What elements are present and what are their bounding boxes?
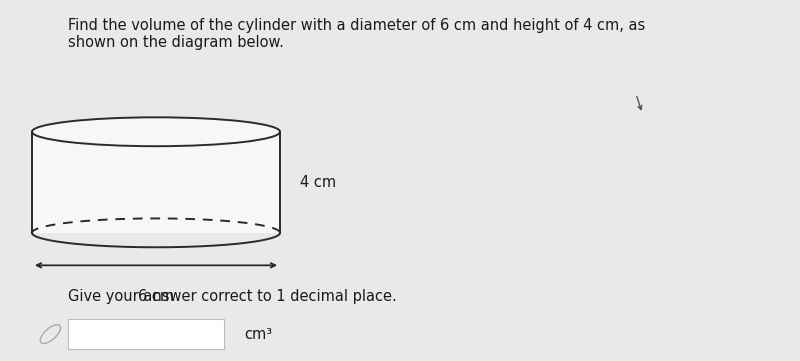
Bar: [68, 319, 224, 349]
Text: Give your answer correct to 1 decimal place.: Give your answer correct to 1 decimal pl…: [68, 289, 397, 304]
Polygon shape: [32, 132, 280, 233]
Text: cm³: cm³: [244, 327, 272, 342]
Text: 4 cm: 4 cm: [300, 175, 336, 190]
Ellipse shape: [32, 117, 280, 146]
Text: Find the volume of the cylinder with a diameter of 6 cm and height of 4 cm, as
s: Find the volume of the cylinder with a d…: [68, 18, 646, 51]
Text: 6 cm: 6 cm: [138, 289, 174, 304]
